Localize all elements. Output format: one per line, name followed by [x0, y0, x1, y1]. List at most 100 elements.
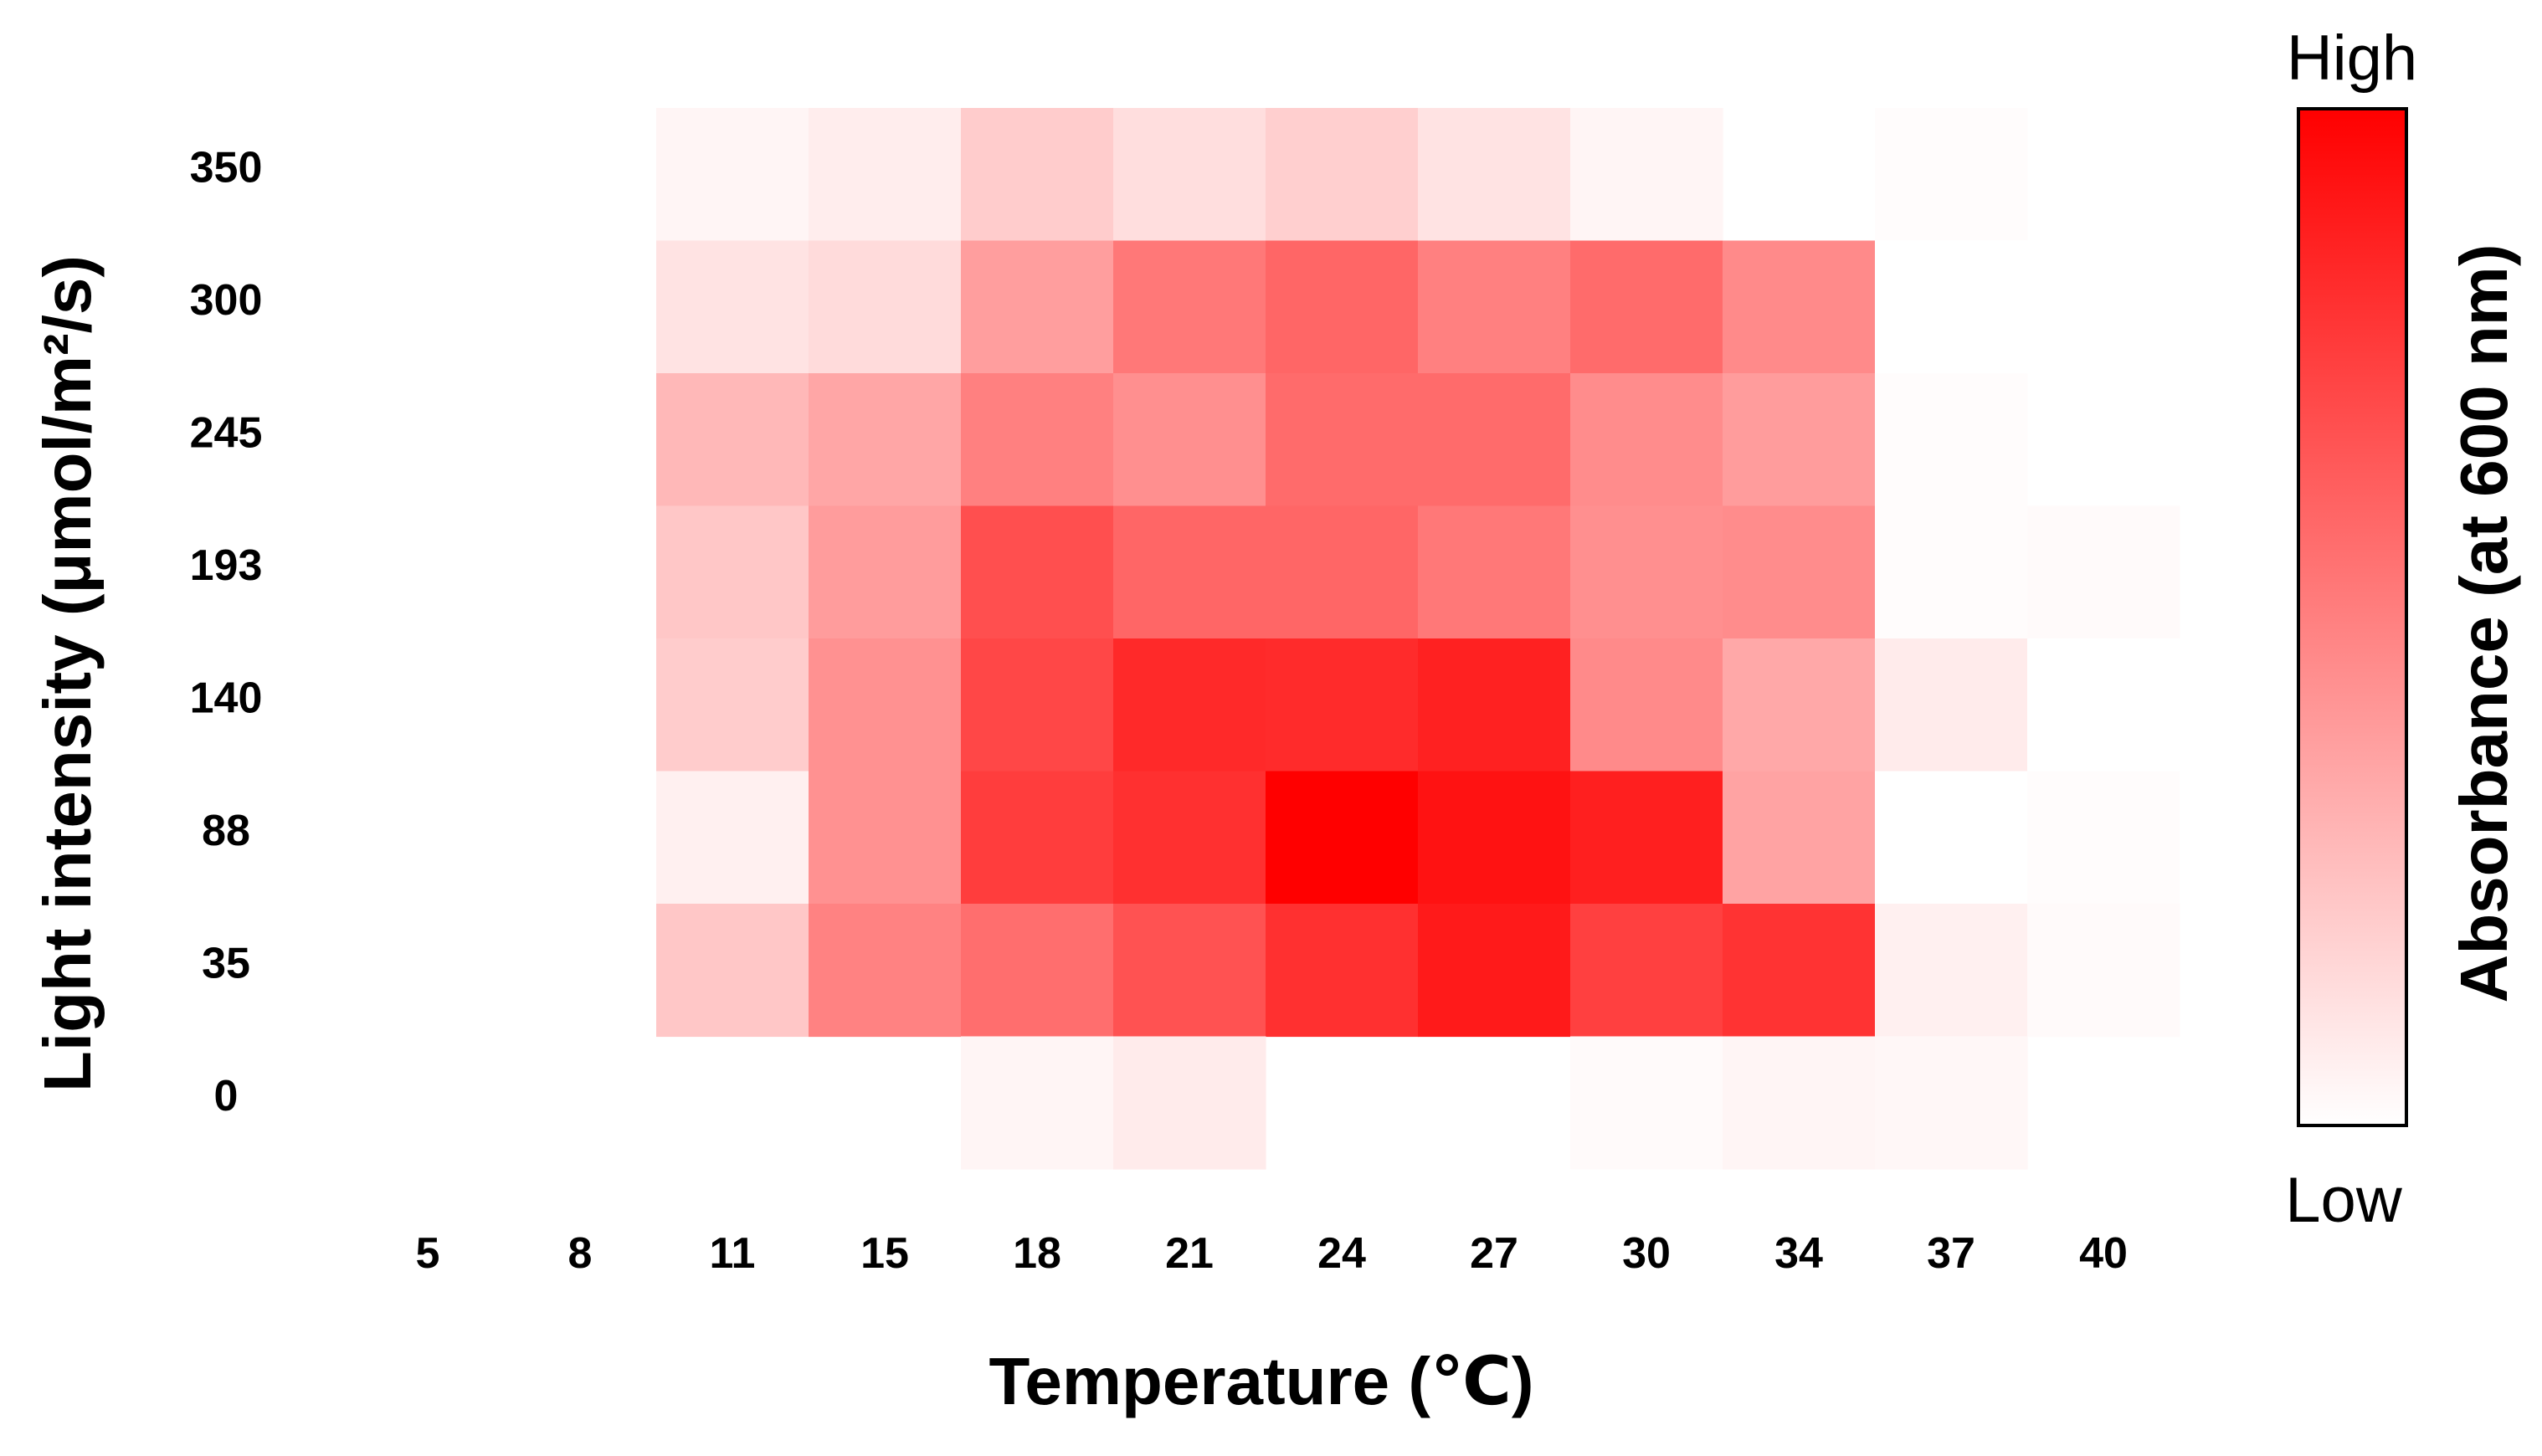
heatmap-cell	[1113, 638, 1266, 772]
heatmap-cell	[2027, 771, 2180, 905]
heatmap-cell	[961, 108, 1114, 242]
y-tick-label: 0	[214, 1072, 239, 1120]
heatmap-cell	[961, 638, 1114, 772]
heatmap-cell	[1723, 904, 1876, 1038]
x-tick-label: 37	[1927, 1229, 1975, 1278]
heatmap-cell	[1570, 108, 1723, 242]
heatmap-cell	[1570, 505, 1723, 639]
heatmap-cell	[1875, 1036, 2028, 1170]
heatmap-cell	[656, 108, 809, 242]
heatmap-cell	[1570, 373, 1723, 507]
x-tick-label: 5	[416, 1229, 440, 1278]
heatmap-cell	[1570, 638, 1723, 772]
colorbar-high-label: High	[2287, 23, 2417, 94]
heatmap-cell	[1723, 638, 1876, 772]
heatmap-cell	[809, 373, 962, 507]
heatmap-cell	[1570, 904, 1723, 1038]
heatmap-cell	[1875, 638, 2028, 772]
x-tick-label: 30	[1622, 1229, 1671, 1278]
heatmap-cell	[1266, 638, 1419, 772]
y-axis-title: Light intensity (μmol/m²/s)	[30, 255, 105, 1092]
heatmap-cell	[1113, 1036, 1266, 1170]
colorbar	[2297, 107, 2408, 1127]
heatmap-cell	[809, 108, 962, 242]
heatmap-cell	[1418, 771, 1571, 905]
heatmap-cell	[1875, 373, 2028, 507]
heatmap-cell	[656, 373, 809, 507]
heatmap-cells	[656, 108, 2180, 1170]
heatmap-cell	[1266, 373, 1419, 507]
heatmap-cell	[2027, 638, 2180, 772]
x-axis-title: Temperature (℃)	[989, 1344, 1533, 1418]
heatmap-cell	[1113, 240, 1266, 374]
y-tick-label: 245	[190, 408, 263, 457]
heatmap-cell	[1418, 240, 1571, 374]
heatmap-cell	[1875, 108, 2028, 242]
x-tick-label: 18	[1013, 1229, 1061, 1278]
heatmap-cell	[961, 373, 1114, 507]
heatmap-cell	[1418, 904, 1571, 1038]
heatmap-cell	[1266, 108, 1419, 242]
x-tick-label: 24	[1317, 1229, 1366, 1278]
x-tick-label: 34	[1774, 1229, 1823, 1278]
heatmap-cell	[1570, 771, 1723, 905]
heatmap-cell	[809, 638, 962, 772]
heatmap-cell	[1723, 1036, 1876, 1170]
y-tick-label: 350	[190, 143, 263, 192]
heatmap-cell	[1113, 373, 1266, 507]
heatmap-cell	[1113, 771, 1266, 905]
x-tick-label: 40	[2079, 1229, 2128, 1278]
heatmap-cell	[1723, 505, 1876, 639]
x-tick-label: 21	[1165, 1229, 1214, 1278]
heatmap-cell	[961, 1036, 1114, 1170]
heatmap-cell	[809, 505, 962, 639]
heatmap-cell	[1266, 904, 1419, 1038]
heatmap-cell	[1723, 373, 1876, 507]
colorbar-low-label: Low	[2285, 1165, 2403, 1236]
y-tick-label: 300	[190, 276, 263, 325]
heatmap-cell	[1113, 505, 1266, 639]
heatmap-cell	[656, 638, 809, 772]
y-tick-label: 88	[202, 807, 250, 855]
heatmap-cell	[809, 904, 962, 1038]
heatmap-cell	[1418, 373, 1571, 507]
heatmap-cell	[1266, 505, 1419, 639]
heatmap-cell	[1875, 904, 2028, 1038]
y-tick-label: 35	[202, 939, 250, 987]
x-tick-labels: 5 8 11 15 18 21 24 27 30 34 37 40	[416, 1229, 2128, 1278]
heatmap-cell	[1875, 505, 2028, 639]
heatmap-cell	[656, 904, 809, 1038]
heatmap-cell	[1113, 108, 1266, 242]
heatmap-cell	[1875, 240, 2028, 374]
heatmap-cell	[1418, 505, 1571, 639]
heatmap-cell	[961, 904, 1114, 1038]
heatmap-cell	[656, 505, 809, 639]
heatmap-cell	[2027, 505, 2180, 639]
heatmap-cell	[809, 240, 962, 374]
heatmap-cell	[1723, 771, 1876, 905]
y-tick-label: 140	[190, 674, 263, 722]
y-tick-label: 193	[190, 541, 263, 590]
heatmap-cell	[961, 771, 1114, 905]
x-tick-label: 15	[860, 1229, 909, 1278]
colorbar-title: Absorbance (at 600 nm)	[2447, 244, 2521, 1003]
heatmap-cell	[961, 240, 1114, 374]
x-tick-label: 11	[710, 1229, 756, 1278]
heatmap-cell	[656, 240, 809, 374]
heatmap-cell	[1113, 904, 1266, 1038]
x-tick-label: 27	[1470, 1229, 1518, 1278]
heatmap-cell	[1266, 771, 1419, 905]
heatmap-cell	[961, 505, 1114, 639]
heatmap-cell	[1570, 240, 1723, 374]
heatmap-cell	[1570, 1036, 1723, 1170]
heatmap-cell	[1418, 638, 1571, 772]
heatmap-cell	[2027, 904, 2180, 1038]
x-tick-label: 8	[568, 1229, 593, 1278]
heatmap-cell	[809, 771, 962, 905]
heatmap-cell	[656, 771, 809, 905]
heatmap-cell	[1875, 771, 2028, 905]
heatmap-cell	[1723, 240, 1876, 374]
